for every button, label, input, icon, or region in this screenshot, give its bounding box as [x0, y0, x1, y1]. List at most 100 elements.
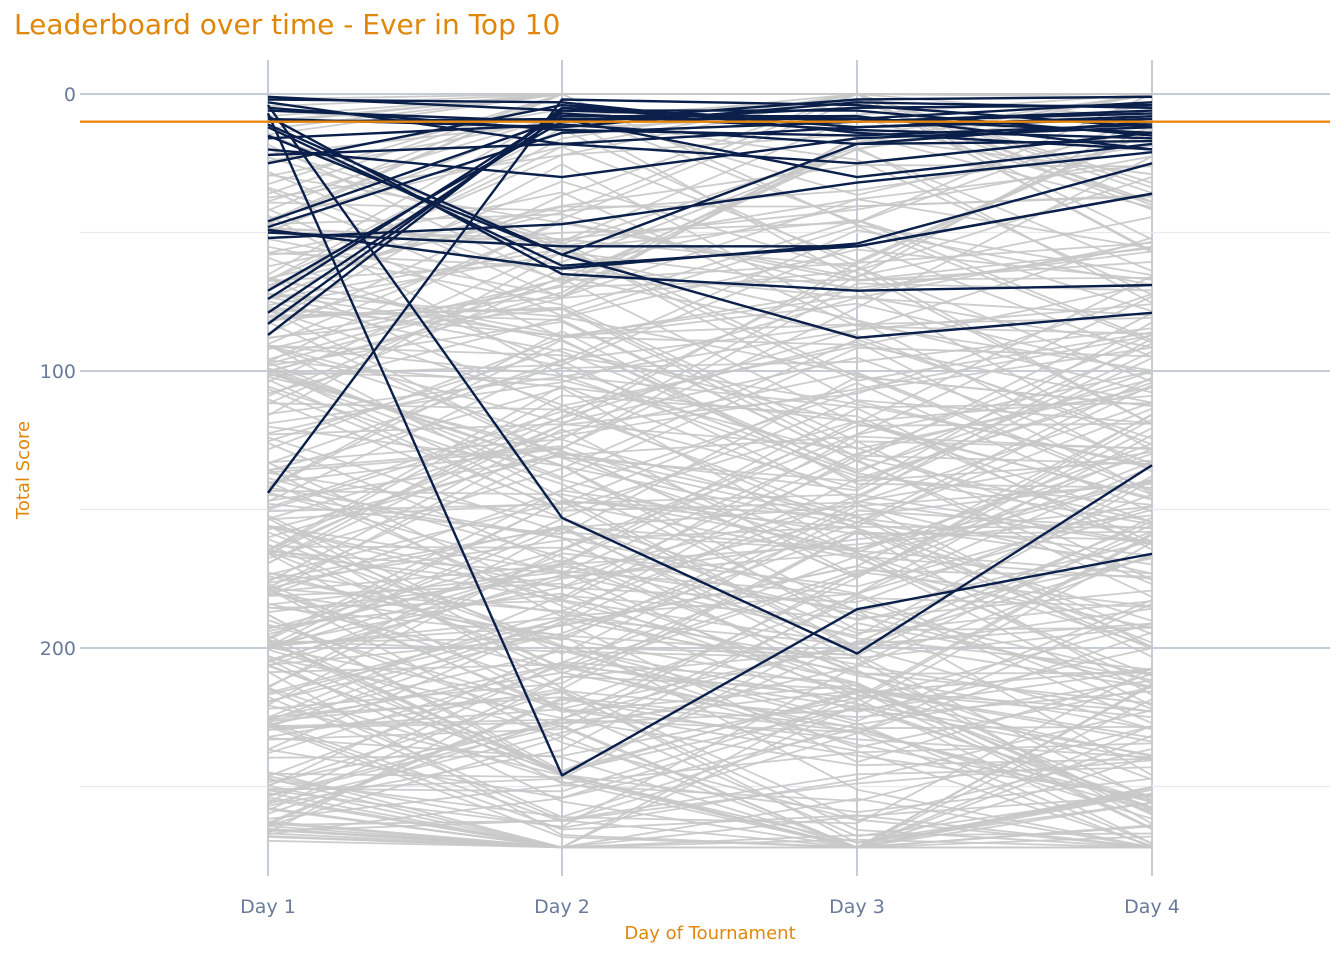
background-series-line — [267, 675, 1153, 812]
background-series-line — [267, 588, 1153, 822]
background-series-line — [267, 93, 1152, 199]
highlighted-series-line — [267, 192, 1153, 248]
background-series-line — [267, 722, 1153, 845]
background-series-line — [267, 477, 1153, 675]
background-series-line — [267, 369, 1153, 528]
background-series-layer — [267, 93, 1153, 849]
background-series-line — [267, 216, 1153, 464]
x-tick-label: Day 1 — [240, 896, 296, 918]
background-series-line — [267, 458, 1153, 602]
background-series-line — [267, 755, 1153, 849]
background-series-line — [267, 516, 1153, 658]
background-series-line — [267, 607, 1153, 834]
background-series-line — [267, 242, 1153, 377]
background-series-line — [267, 565, 1153, 776]
background-series-line — [267, 359, 1153, 503]
background-series-line — [267, 428, 1153, 583]
highlighted-series-line — [267, 103, 1153, 165]
background-series-line — [267, 772, 1153, 849]
background-series-line — [267, 514, 1153, 593]
background-series-line — [267, 529, 1153, 666]
axis-layer: 0 100 200 Day 1 Day 2 Day 3 Day 4 Day of Tourna… — [13, 84, 1180, 944]
background-series-line — [267, 93, 1153, 276]
background-series-line — [267, 236, 1153, 511]
background-series-line — [267, 323, 1153, 465]
background-series-line — [267, 461, 1153, 646]
highlighted-series-line — [267, 115, 1153, 292]
background-series-line — [267, 727, 1153, 836]
background-series-line — [267, 230, 1153, 469]
background-series-line — [267, 382, 1153, 513]
background-series-line — [267, 689, 1153, 844]
x-tick-label: Day 4 — [1124, 896, 1180, 918]
background-series-line — [267, 146, 1153, 304]
background-series-line — [267, 596, 1153, 827]
background-series-line — [267, 600, 1153, 730]
background-series-line — [267, 661, 1153, 816]
background-series-line — [267, 613, 1153, 772]
chart-title: Leaderboard over time - Ever in Top 10 — [14, 8, 561, 41]
background-series-line — [267, 308, 1153, 523]
background-series-line — [267, 346, 1153, 640]
background-series-line — [267, 371, 1153, 707]
background-series-line — [267, 378, 1153, 646]
background-series-line — [267, 724, 1152, 849]
y-tick-label: 100 — [40, 361, 76, 383]
background-series-line — [267, 541, 1153, 726]
background-series-line — [267, 561, 1153, 781]
background-series-line — [267, 696, 1153, 820]
highlighted-series-line — [267, 117, 1153, 179]
background-series-line — [267, 625, 1153, 660]
background-series-line — [267, 327, 1153, 435]
background-series-line — [267, 832, 1153, 849]
background-series-line — [267, 664, 1153, 845]
background-series-line — [267, 794, 1153, 849]
background-series-line — [267, 413, 1153, 580]
background-series-line — [267, 527, 1153, 825]
background-series-line — [267, 399, 1153, 651]
highlighted-series-line — [267, 112, 1153, 229]
background-series-line — [267, 104, 1153, 351]
background-series-line — [267, 135, 1153, 297]
background-series-line — [267, 163, 1153, 394]
background-series-line — [267, 420, 1153, 649]
background-series-line — [267, 455, 1153, 566]
background-series-line — [267, 338, 1153, 560]
background-series-line — [267, 559, 1153, 671]
background-series-line — [267, 683, 1153, 849]
background-series-line — [267, 718, 1153, 815]
background-series-line — [267, 173, 1153, 282]
background-series-line — [267, 525, 1153, 584]
y-tick-label: 0 — [64, 84, 76, 106]
background-series-line — [267, 552, 1153, 838]
background-series-line — [267, 422, 1153, 706]
background-series-line — [267, 493, 1153, 595]
background-series-line — [267, 706, 1153, 799]
background-series-line — [267, 571, 1153, 756]
highlighted-series-line — [267, 98, 1153, 151]
background-series-line — [267, 308, 1153, 483]
y-tick-label: 200 — [40, 638, 76, 660]
highlighted-series-line — [267, 131, 1153, 165]
background-series-line — [267, 634, 1153, 814]
highlighted-series-line — [267, 123, 1153, 339]
background-series-line — [267, 407, 1153, 565]
background-series-line — [267, 133, 1153, 341]
highlighted-series-layer — [266, 95, 1153, 777]
background-series-line — [267, 553, 1153, 805]
highlighted-series-line — [267, 151, 1153, 240]
highlighted-series-line — [267, 98, 1153, 494]
background-series-line — [267, 350, 1153, 531]
background-series-line — [267, 294, 1153, 348]
background-series-line — [267, 531, 1153, 738]
background-series-line — [267, 337, 1153, 551]
background-series-line — [267, 252, 1153, 473]
x-tick-label: Day 3 — [829, 896, 885, 918]
highlighted-series-line — [267, 117, 1153, 223]
background-series-line — [267, 276, 1153, 474]
background-series-line — [267, 124, 1153, 555]
background-series-line — [267, 631, 1153, 823]
background-series-line — [267, 194, 1153, 287]
background-series-line — [267, 308, 1153, 644]
